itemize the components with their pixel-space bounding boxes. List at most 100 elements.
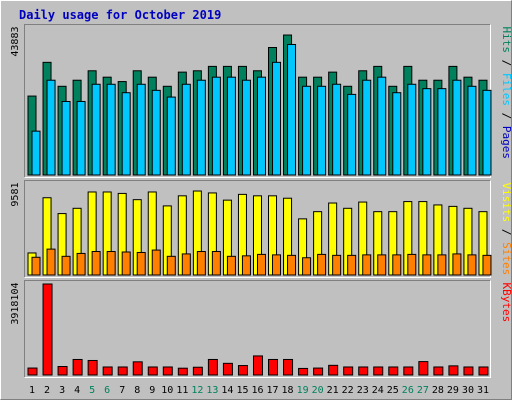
bar-kbytes-day-21: [328, 364, 339, 376]
bar-files-day-12: [196, 79, 206, 176]
bar-files-day-1: [31, 130, 41, 176]
bar-sites-day-3: [61, 255, 71, 276]
x-tick-label-28: 28: [432, 385, 444, 396]
bar-files-day-20: [317, 85, 327, 176]
panel-visits-sites-edge-bottom: [24, 180, 491, 278]
x-tick-label-21: 21: [327, 385, 339, 396]
bar-kbytes-day-3: [57, 366, 68, 376]
bar-files-day-17: [272, 61, 282, 176]
bar-files-day-28: [437, 88, 447, 176]
bar-kbytes-day-27: [418, 361, 429, 376]
bar-sites-day-17: [272, 254, 282, 276]
bar-sites-day-31: [482, 254, 492, 276]
bar-sites-day-30: [467, 254, 477, 276]
x-tick-label-29: 29: [447, 385, 459, 396]
bar-kbytes-day-24: [373, 366, 384, 376]
bar-kbytes-day-7: [117, 366, 128, 376]
x-tick-label-12: 12: [191, 385, 203, 396]
legend-separator: /: [500, 53, 512, 73]
bar-files-day-6: [106, 83, 116, 176]
bar-files-day-29: [452, 79, 462, 176]
bar-sites-day-13: [211, 251, 221, 276]
legend-item-pages: Pages: [500, 126, 512, 159]
bar-kbytes-day-13: [207, 358, 218, 376]
bar-kbytes-day-14: [222, 362, 233, 376]
bar-kbytes-day-25: [388, 366, 399, 376]
bar-kbytes-day-30: [463, 366, 474, 376]
x-tick-label-6: 6: [104, 385, 110, 396]
bar-sites-day-15: [241, 255, 251, 276]
y-max-label-pages-files-hits: 43883: [10, 27, 21, 57]
bar-kbytes-day-18: [283, 358, 294, 376]
x-tick-label-11: 11: [176, 385, 188, 396]
legend-separator: /: [500, 106, 512, 126]
legend-item-sites: Sites: [500, 242, 512, 275]
bar-sites-day-10: [166, 255, 176, 276]
bar-kbytes-day-29: [448, 365, 459, 376]
legend-visits-sites: Visits / Sites: [500, 183, 512, 276]
bar-files-day-18: [287, 43, 297, 176]
bar-files-day-21: [332, 83, 342, 176]
bar-files-day-19: [302, 85, 312, 176]
bar-sites-day-18: [287, 254, 297, 276]
bar-sites-day-6: [106, 251, 116, 276]
y-max-label-kbytes: 3918104: [10, 283, 21, 325]
x-tick-label-3: 3: [59, 385, 65, 396]
bar-sites-day-25: [392, 254, 402, 276]
bar-sites-day-16: [256, 253, 266, 276]
bar-sites-day-27: [422, 254, 432, 276]
x-tick-label-22: 22: [342, 385, 354, 396]
x-tick-label-1: 1: [29, 385, 35, 396]
bar-files-day-31: [482, 89, 492, 176]
bar-kbytes-day-17: [268, 358, 279, 376]
x-tick-label-26: 26: [402, 385, 414, 396]
bar-sites-day-14: [226, 255, 236, 276]
bar-kbytes-day-20: [313, 367, 324, 376]
x-tick-label-7: 7: [119, 385, 125, 396]
bar-files-day-22: [347, 93, 357, 176]
bar-files-day-10: [166, 96, 176, 176]
x-tick-label-17: 17: [267, 385, 279, 396]
x-tick-label-13: 13: [206, 385, 218, 396]
x-tick-label-27: 27: [417, 385, 429, 396]
bar-kbytes-day-11: [177, 367, 188, 376]
bar-sites-day-5: [91, 251, 101, 276]
chart-title: Daily usage for October 2019: [19, 8, 221, 22]
bar-files-day-27: [422, 88, 432, 176]
bar-files-day-24: [377, 76, 387, 176]
bar-sites-day-28: [437, 254, 447, 276]
x-tick-label-8: 8: [134, 385, 140, 396]
bar-sites-day-29: [452, 253, 462, 276]
bar-sites-day-20: [317, 253, 327, 276]
bar-kbytes-day-8: [132, 361, 143, 376]
bar-kbytes-day-6: [102, 366, 113, 376]
bar-sites-day-23: [362, 254, 372, 276]
legend-item-hits: Hits: [500, 27, 512, 54]
bar-kbytes-day-19: [298, 367, 309, 376]
bar-sites-day-11: [181, 253, 191, 276]
x-tick-label-4: 4: [74, 385, 80, 396]
bar-kbytes-day-10: [162, 366, 173, 376]
bar-sites-day-9: [151, 249, 161, 276]
bar-kbytes-day-9: [147, 366, 158, 376]
bar-files-day-13: [211, 76, 221, 176]
bar-sites-day-12: [196, 251, 206, 276]
bar-sites-day-24: [377, 254, 387, 276]
x-tick-label-31: 31: [477, 385, 489, 396]
bar-files-day-7: [121, 92, 131, 176]
bar-kbytes-day-2: [42, 283, 53, 376]
bar-files-day-9: [151, 89, 161, 176]
bar-kbytes-day-26: [403, 366, 414, 376]
bar-kbytes-day-31: [478, 366, 489, 376]
bar-files-day-25: [392, 92, 402, 176]
legend-item-visits: Visits: [500, 183, 512, 223]
bar-files-day-26: [407, 83, 417, 176]
bar-files-day-11: [181, 83, 191, 176]
bar-files-day-14: [226, 76, 236, 176]
x-tick-label-30: 30: [462, 385, 474, 396]
legend-item-files: Files: [500, 73, 512, 106]
bar-kbytes-day-1: [27, 367, 38, 376]
panel-kbytes-edge-top: [24, 280, 491, 378]
